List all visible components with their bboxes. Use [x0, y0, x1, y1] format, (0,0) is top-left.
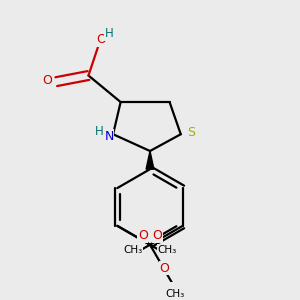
Text: H: H: [95, 125, 104, 139]
Text: CH₃: CH₃: [158, 244, 177, 255]
Text: O: O: [160, 262, 170, 275]
Text: O: O: [96, 34, 106, 46]
Text: CH₃: CH₃: [123, 244, 142, 255]
Text: O: O: [42, 74, 52, 87]
Text: H: H: [104, 27, 113, 40]
Text: O: O: [138, 229, 148, 242]
Text: O: O: [152, 229, 162, 242]
Text: CH₃: CH₃: [166, 289, 185, 299]
Text: N: N: [104, 130, 114, 143]
Text: S: S: [188, 126, 195, 139]
Polygon shape: [146, 151, 154, 169]
